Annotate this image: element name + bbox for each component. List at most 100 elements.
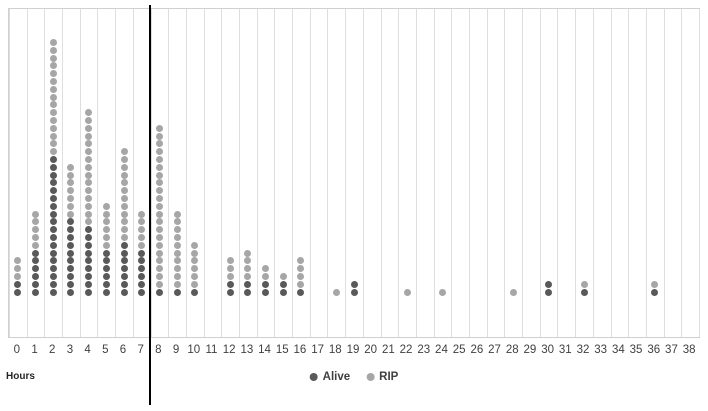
alive-dot [67,280,75,288]
gridline [451,9,453,337]
rip-dot [85,109,93,117]
gridline [274,9,276,337]
rip-dot [67,163,75,171]
x-tick-label: 14 [258,344,271,356]
rip-dot [191,241,199,249]
alive-dot [120,280,128,288]
alive-dot [32,280,40,288]
rip-dot [67,179,75,187]
legend-item-alive[interactable]: Alive [309,371,350,383]
gridline [415,9,417,337]
x-tick-label: 36 [647,344,661,356]
rip-dot [85,179,93,187]
gridline [681,9,683,337]
alive-dot [120,288,128,296]
rip-dot [120,210,128,218]
rip-dot [67,202,75,210]
rip-dot [49,124,57,132]
rip-dot [102,241,110,249]
gridline [539,9,541,337]
rip-dot [102,218,110,226]
x-tick-label: 35 [629,344,643,356]
x-tick-label: 21 [381,344,395,356]
gridline [97,9,99,337]
alive-dot [262,280,270,288]
alive-dot [120,272,128,280]
x-tick-label: 15 [275,344,289,356]
alive-dot [244,280,252,288]
alive-dot [67,233,75,241]
rip-dot [155,226,163,234]
alive-dot [32,272,40,280]
x-tick-label: 4 [84,344,91,356]
rip-dot [155,202,163,210]
alive-dot [102,249,110,257]
alive-dot [138,257,146,265]
rip-dot [32,218,40,226]
rip-dot [120,202,128,210]
rip-dot [297,280,305,288]
alive-dot [279,288,287,296]
rip-dot [120,148,128,156]
alive-dot [67,218,75,226]
x-tick-label: 23 [417,344,431,356]
rip-dot [120,163,128,171]
alive-dot [120,265,128,273]
rip-dot [14,265,22,273]
alive-dot [138,249,146,257]
rip-dot [155,257,163,265]
alive-dot [67,257,75,265]
gridline [345,9,347,337]
alive-dot [580,288,588,296]
alive-dot [32,257,40,265]
rip-dot [49,109,57,117]
rip-dot [67,210,75,218]
alive-dot [85,249,93,257]
alive-dot [120,257,128,265]
alive-dot [102,272,110,280]
x-axis-title: Hours [6,371,35,382]
rip-dot [155,233,163,241]
alive-dot [49,233,57,241]
rip-dot [138,241,146,249]
alive-dot [49,187,57,195]
x-tick-label: 7 [137,344,144,356]
legend-item-rip[interactable]: RIP [366,371,398,383]
rip-dot [67,171,75,179]
x-tick-label: 5 [102,344,109,356]
rip-dot [191,272,199,280]
alive-dot [49,202,57,210]
gridline [292,9,294,337]
alive-dot [297,288,305,296]
rip-dot [85,202,93,210]
alive-dot-icon [309,373,318,381]
rip-dot [155,124,163,132]
alive-dot [279,280,287,288]
rip-dot [120,218,128,226]
rip-dot [332,288,340,296]
rip-dot [297,272,305,280]
x-tick-label: 11 [205,344,218,356]
x-tick-label: 37 [665,344,678,356]
alive-dot [226,280,234,288]
rip-dot [102,226,110,234]
rip-dot [85,187,93,195]
plot-area [8,8,700,338]
rip-dot [244,272,252,280]
rip-dot [32,226,40,234]
gridline [132,9,134,337]
alive-dot [49,163,57,171]
rip-dot [85,140,93,148]
gridline [610,9,612,337]
rip-dot [155,241,163,249]
rip-dot [102,210,110,218]
rip-dot [173,233,181,241]
rip-dot [297,265,305,273]
rip-dot [155,218,163,226]
x-tick-label: 9 [172,344,180,356]
gridline [486,9,488,337]
x-tick-label: 18 [328,344,342,356]
x-tick-label: 17 [311,344,324,356]
alive-dot [32,249,40,257]
